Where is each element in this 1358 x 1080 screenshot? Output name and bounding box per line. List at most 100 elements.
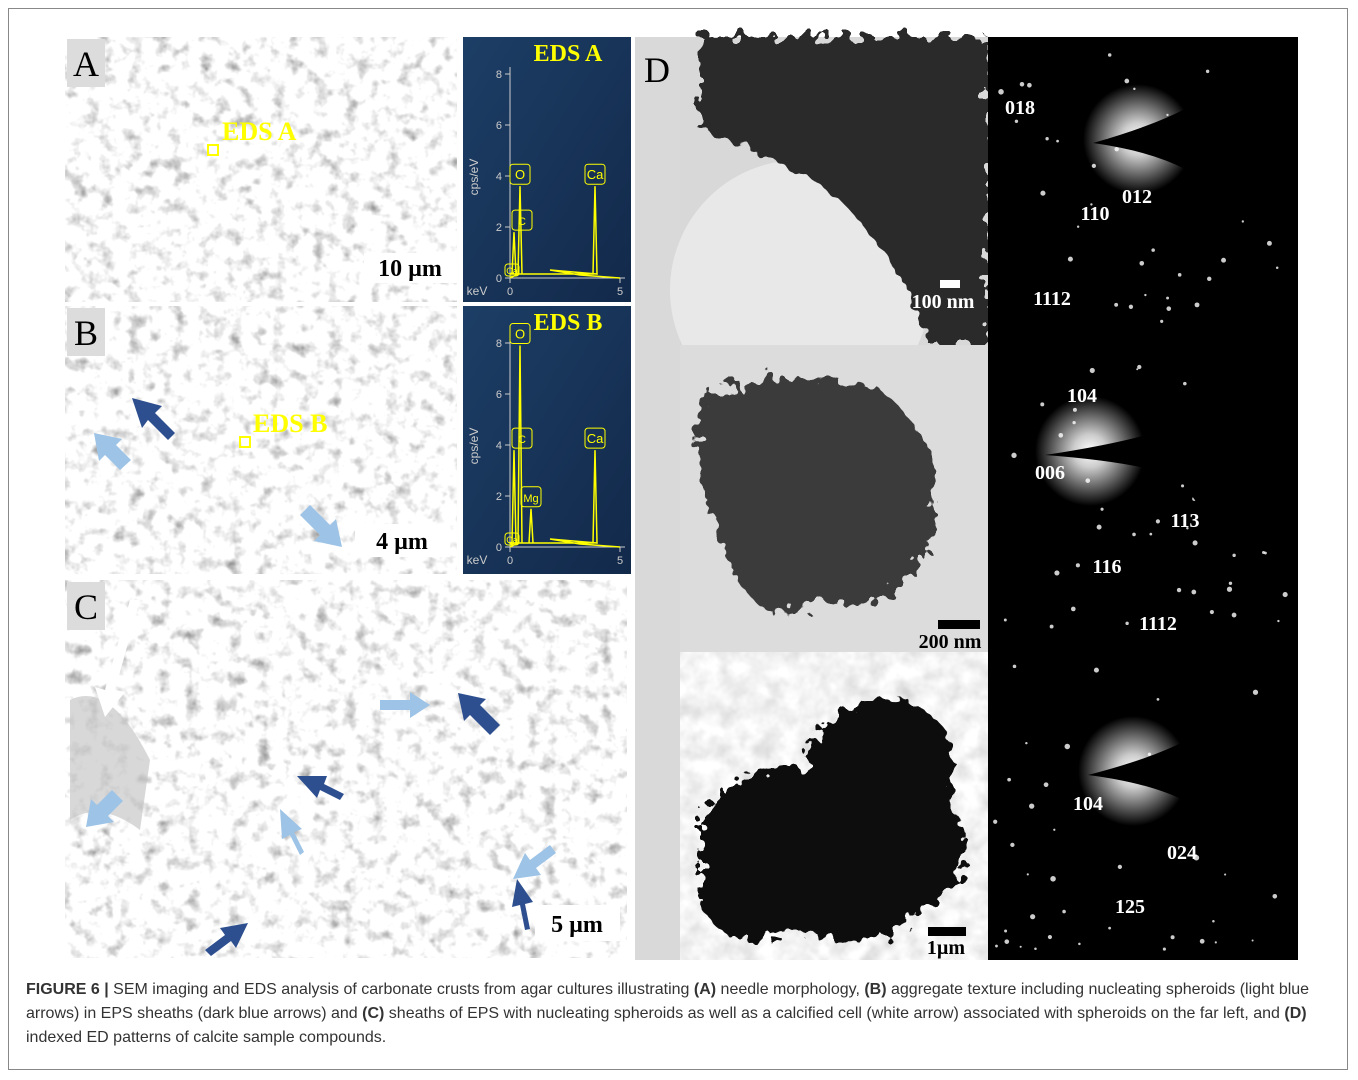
miller-index: 125 bbox=[1115, 896, 1145, 918]
scale-bar-label: 4 µm bbox=[376, 529, 428, 555]
caption-bold: FIGURE 6 | bbox=[26, 981, 109, 998]
y-tick-label: 2 bbox=[496, 222, 502, 234]
diffraction-spot bbox=[1053, 829, 1055, 831]
caption: FIGURE 6 | SEM imaging and EDS analysis … bbox=[26, 978, 1336, 1050]
peak-label: C bbox=[518, 216, 526, 228]
diffraction-spot bbox=[1007, 778, 1011, 782]
eds-marker: EDS B bbox=[253, 409, 327, 438]
scale-bar-label: 100 nm bbox=[912, 291, 975, 313]
sem-image-c bbox=[65, 580, 627, 958]
diffraction-spot bbox=[1181, 484, 1184, 487]
miller-index: 024 bbox=[1167, 842, 1197, 864]
caption-bold: (C) bbox=[362, 1005, 384, 1022]
eds-marker: EDS A bbox=[222, 117, 297, 146]
diffraction-spot bbox=[1206, 70, 1209, 73]
diffraction-spot bbox=[1144, 294, 1146, 296]
diffraction-spot bbox=[1124, 79, 1129, 84]
diffraction-spot bbox=[1013, 665, 1017, 669]
axis-label: cps/eV bbox=[467, 428, 481, 465]
diffraction-spot bbox=[1025, 742, 1027, 744]
diffraction-spot bbox=[1056, 140, 1059, 143]
diffraction-spot bbox=[1092, 164, 1096, 168]
miller-index: 018 bbox=[1005, 97, 1035, 119]
panel-label: A bbox=[73, 44, 99, 84]
diffraction-spot bbox=[1004, 619, 1007, 622]
caption-bold: (A) bbox=[694, 981, 716, 998]
scale-bar-label: 200 nm bbox=[919, 631, 982, 653]
diffraction-spot bbox=[1115, 147, 1119, 151]
diffraction-spot bbox=[1227, 587, 1232, 592]
diffraction-spot bbox=[1027, 873, 1029, 875]
diffraction-spot bbox=[1215, 941, 1217, 943]
miller-index: 012 bbox=[1122, 186, 1152, 208]
peak-label: Ca bbox=[587, 167, 604, 182]
x-tick-label: 5 bbox=[617, 555, 623, 567]
diffraction-spot bbox=[1171, 935, 1175, 939]
diffraction-spot bbox=[1200, 939, 1205, 944]
diffraction-spot bbox=[1148, 753, 1151, 756]
caption-text: needle morphology, bbox=[716, 981, 864, 998]
diffraction-spot bbox=[1027, 83, 1032, 88]
x-tick-label: 0 bbox=[507, 286, 513, 298]
y-tick-label: 2 bbox=[496, 491, 502, 503]
diffraction-spot bbox=[1183, 382, 1187, 386]
diffraction-spot bbox=[1044, 782, 1049, 787]
diffraction-spot bbox=[1166, 114, 1168, 116]
diffraction-spot bbox=[1125, 622, 1128, 625]
panel-label: C bbox=[74, 587, 98, 627]
diffraction-spot bbox=[1133, 88, 1135, 90]
diffraction-spot bbox=[1015, 120, 1018, 123]
diffraction-spot bbox=[1100, 508, 1103, 511]
diffraction-spot bbox=[1020, 946, 1022, 948]
diffraction-spot bbox=[1151, 248, 1155, 252]
diffraction-spot bbox=[1010, 843, 1014, 847]
diffraction-spot bbox=[1072, 421, 1075, 424]
y-tick-label: 0 bbox=[496, 542, 502, 554]
diffraction-spot bbox=[1157, 698, 1160, 701]
diffraction-spot bbox=[1156, 519, 1160, 523]
diffraction-spot bbox=[1191, 590, 1196, 595]
peak-label: Ca bbox=[506, 266, 518, 276]
peak-label: Ca bbox=[506, 535, 518, 545]
scale-bar-label: 1µm bbox=[927, 937, 966, 959]
y-tick-label: 6 bbox=[496, 389, 502, 401]
diffraction-spot bbox=[1139, 261, 1144, 266]
peak-label: O bbox=[515, 167, 525, 182]
diffraction-spot bbox=[1272, 894, 1277, 899]
diffraction-spot bbox=[1193, 540, 1198, 545]
miller-index: 1112 bbox=[1033, 288, 1071, 310]
diffraction-spot bbox=[1029, 803, 1034, 808]
diffraction-spot bbox=[1195, 302, 1200, 307]
diffraction-spot bbox=[1090, 368, 1095, 373]
diffraction-spot bbox=[1004, 939, 1009, 944]
diffraction-spot bbox=[1048, 935, 1052, 939]
diffraction-spot bbox=[1058, 433, 1063, 438]
diffraction-spot bbox=[995, 945, 998, 948]
peak-label: O bbox=[515, 327, 525, 342]
peak-label: Mg bbox=[523, 493, 538, 505]
y-tick-label: 6 bbox=[496, 120, 502, 132]
diffraction-spot bbox=[1166, 297, 1169, 300]
diffraction-spot bbox=[1129, 305, 1133, 309]
diffraction-spot bbox=[1004, 930, 1007, 933]
diffraction-spot bbox=[1040, 191, 1045, 196]
diffraction-spot bbox=[1097, 525, 1102, 530]
diffraction-spot bbox=[1108, 927, 1111, 930]
diffraction-spot bbox=[1050, 625, 1054, 629]
miller-index: 006 bbox=[1035, 462, 1065, 484]
diffraction-spot bbox=[1034, 948, 1037, 951]
diffraction-spot bbox=[1078, 943, 1081, 946]
diffraction-spot bbox=[1094, 668, 1099, 673]
axis-label: keV bbox=[467, 553, 488, 567]
diffraction-spot bbox=[1283, 592, 1288, 597]
diffraction-spot bbox=[1177, 588, 1181, 592]
diffraction-spot bbox=[1221, 258, 1226, 263]
diffraction-spot bbox=[1232, 554, 1235, 557]
diffraction-spot bbox=[1118, 865, 1122, 869]
diffraction-spot bbox=[1073, 408, 1077, 412]
caption-text: SEM imaging and EDS analysis of carbonat… bbox=[109, 981, 694, 998]
diffraction-spot bbox=[1210, 610, 1214, 614]
diffraction-spot bbox=[1011, 453, 1016, 458]
panel-d-strip bbox=[635, 37, 680, 960]
peak-label: C bbox=[518, 434, 526, 446]
